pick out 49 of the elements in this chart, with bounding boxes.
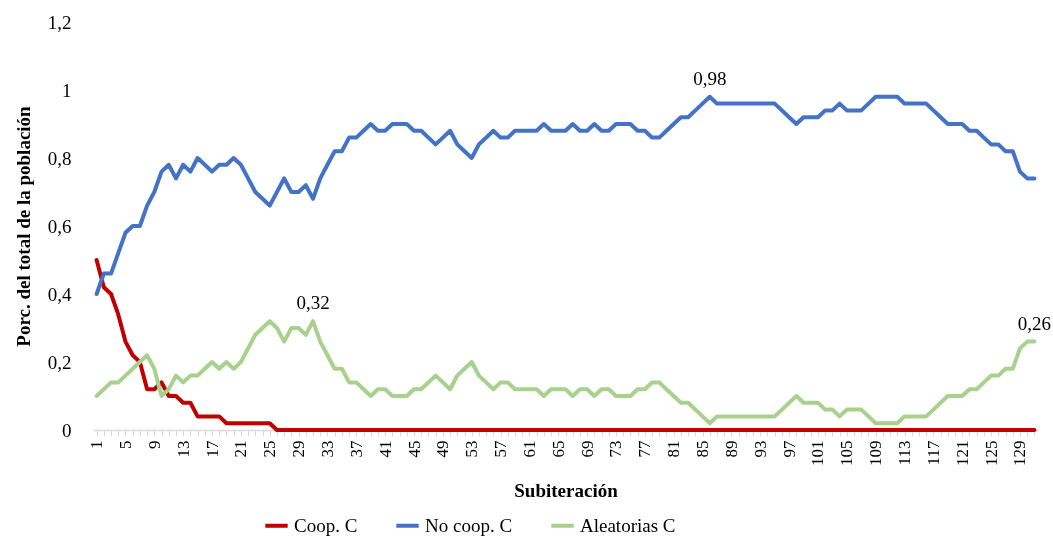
x-tick-label: 89 — [721, 440, 741, 458]
y-tick-label: 1,2 — [47, 11, 72, 33]
x-tick-label: 41 — [375, 440, 395, 458]
x-tick-label: 25 — [260, 440, 280, 458]
x-tick-label: 45 — [404, 440, 424, 458]
x-tick-label: 121 — [952, 440, 972, 466]
y-tick-label: 0,6 — [47, 215, 72, 237]
data-label: 0,32 — [296, 292, 330, 314]
x-tick-label: 21 — [231, 440, 251, 458]
x-tick-label: 69 — [577, 440, 597, 458]
data-label: 0,26 — [1017, 312, 1052, 334]
x-tick-label: 125 — [981, 440, 1001, 466]
x-tick-label: 73 — [606, 440, 626, 458]
x-tick-label: 57 — [491, 440, 511, 458]
legend-label: Coop. C — [294, 514, 358, 536]
x-tick-label: 129 — [1010, 440, 1030, 466]
x-tick-label: 109 — [866, 440, 886, 466]
legend-label: No coop. C — [425, 514, 513, 536]
x-tick-label: 81 — [664, 440, 684, 458]
x-tick-label: 5 — [115, 440, 135, 449]
x-tick-label: 113 — [895, 440, 915, 466]
x-tick-label: 29 — [289, 440, 309, 458]
x-tick-label: 53 — [462, 440, 482, 458]
x-tick-label: 65 — [548, 440, 568, 458]
y-tick-label: 0 — [62, 419, 72, 441]
x-tick-label: 117 — [923, 440, 943, 466]
x-tick-label: 33 — [317, 440, 337, 458]
x-tick-label: 85 — [693, 440, 713, 458]
line-series — [94, 94, 1037, 296]
x-tick-label: 13 — [173, 440, 193, 458]
x-tick-label: 17 — [202, 440, 222, 458]
y-tick-label: 1 — [62, 79, 72, 101]
x-tick-label: 105 — [837, 440, 857, 466]
x-axis-title: Subiteración — [514, 480, 619, 501]
x-tick-label: 37 — [346, 440, 366, 458]
x-tick-label: 77 — [635, 440, 655, 458]
x-tick-label: 93 — [750, 440, 770, 458]
y-tick-label: 0,8 — [47, 147, 72, 169]
y-tick-label: 0,2 — [47, 351, 72, 373]
data-label: 0,98 — [693, 67, 727, 89]
x-tick-label: 97 — [779, 440, 799, 458]
x-tick-label: 61 — [519, 440, 539, 458]
x-tick-label: 9 — [144, 440, 164, 449]
x-tick-label: 49 — [433, 440, 453, 458]
y-axis-title: Porc. del total de la población — [12, 105, 34, 347]
y-tick-label: 0,4 — [47, 283, 72, 305]
x-tick-label: 1 — [87, 440, 107, 449]
legend-label: Aleatorias C — [580, 514, 676, 536]
x-tick-label: 101 — [808, 440, 828, 466]
